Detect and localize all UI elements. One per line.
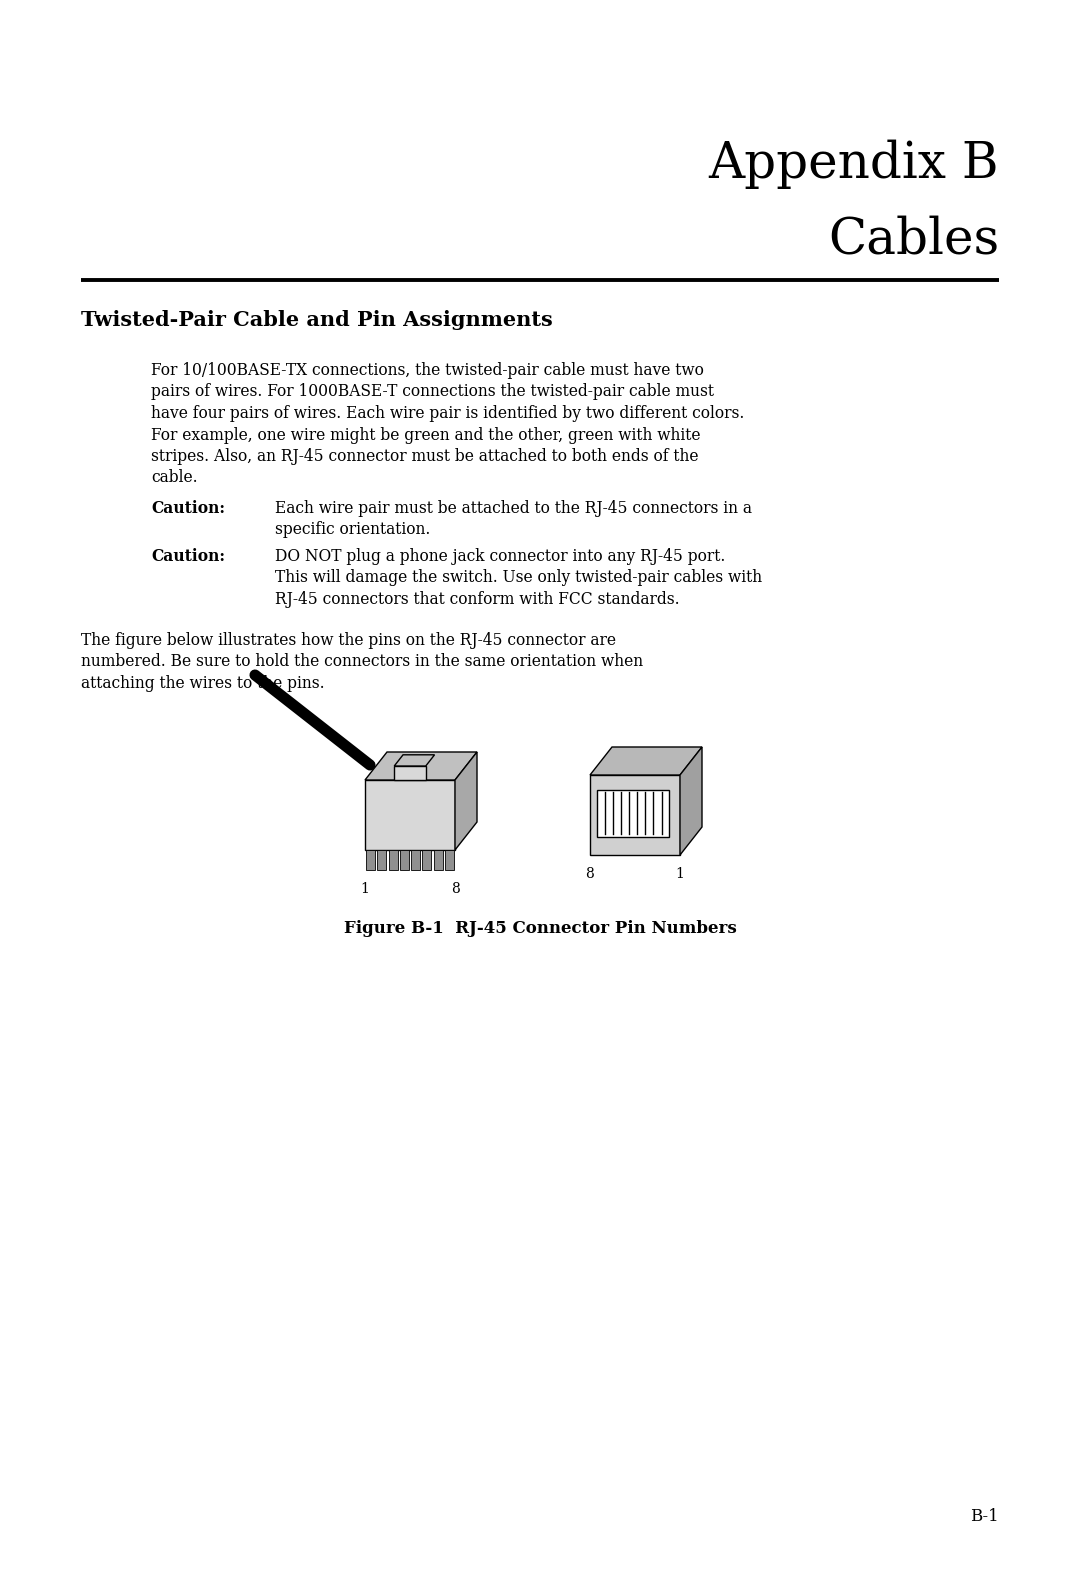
Text: 8: 8: [585, 867, 594, 881]
Text: B-1: B-1: [970, 1509, 999, 1524]
Polygon shape: [445, 849, 454, 870]
Text: Twisted-Pair Cable and Pin Assignments: Twisted-Pair Cable and Pin Assignments: [81, 309, 553, 330]
Text: Figure B-1  RJ-45 Connector Pin Numbers: Figure B-1 RJ-45 Connector Pin Numbers: [343, 920, 737, 937]
Text: 8: 8: [450, 882, 459, 896]
Polygon shape: [455, 752, 477, 849]
Text: Each wire pair must be attached to the RJ-45 connectors in a: Each wire pair must be attached to the R…: [275, 499, 753, 517]
Polygon shape: [680, 747, 702, 856]
Text: Appendix B: Appendix B: [708, 140, 999, 190]
Polygon shape: [400, 849, 409, 870]
Text: stripes. Also, an RJ-45 connector must be attached to both ends of the: stripes. Also, an RJ-45 connector must b…: [151, 447, 699, 465]
Polygon shape: [411, 849, 420, 870]
Polygon shape: [366, 849, 375, 870]
Polygon shape: [590, 776, 680, 856]
Text: attaching the wires to the pins.: attaching the wires to the pins.: [81, 675, 325, 692]
Text: RJ-45 connectors that conform with FCC standards.: RJ-45 connectors that conform with FCC s…: [275, 590, 680, 608]
Text: cable.: cable.: [151, 469, 198, 487]
Polygon shape: [590, 747, 702, 776]
Polygon shape: [394, 755, 434, 766]
Polygon shape: [597, 790, 670, 837]
Text: Caution:: Caution:: [151, 499, 226, 517]
Polygon shape: [389, 849, 397, 870]
Text: have four pairs of wires. Each wire pair is identified by two different colors.: have four pairs of wires. Each wire pair…: [151, 405, 744, 422]
Text: numbered. Be sure to hold the connectors in the same orientation when: numbered. Be sure to hold the connectors…: [81, 653, 643, 670]
Polygon shape: [422, 849, 431, 870]
Text: 1: 1: [361, 882, 369, 896]
Text: 1: 1: [676, 867, 685, 881]
Text: The figure below illustrates how the pins on the RJ-45 connector are: The figure below illustrates how the pin…: [81, 633, 616, 648]
Text: For example, one wire might be green and the other, green with white: For example, one wire might be green and…: [151, 427, 701, 443]
Polygon shape: [394, 766, 426, 780]
Polygon shape: [377, 849, 387, 870]
Polygon shape: [434, 849, 443, 870]
Text: DO NOT plug a phone jack connector into any RJ-45 port.: DO NOT plug a phone jack connector into …: [275, 548, 726, 565]
Polygon shape: [365, 752, 477, 780]
Text: For 10/100BASE-TX connections, the twisted-pair cable must have two: For 10/100BASE-TX connections, the twist…: [151, 363, 704, 378]
Polygon shape: [365, 780, 455, 849]
Text: specific orientation.: specific orientation.: [275, 521, 431, 539]
Text: Cables: Cables: [827, 215, 999, 264]
Text: pairs of wires. For 1000BASE-T connections the twisted-pair cable must: pairs of wires. For 1000BASE-T connectio…: [151, 383, 714, 400]
Text: This will damage the switch. Use only twisted-pair cables with: This will damage the switch. Use only tw…: [275, 570, 762, 587]
Text: Caution:: Caution:: [151, 548, 226, 565]
